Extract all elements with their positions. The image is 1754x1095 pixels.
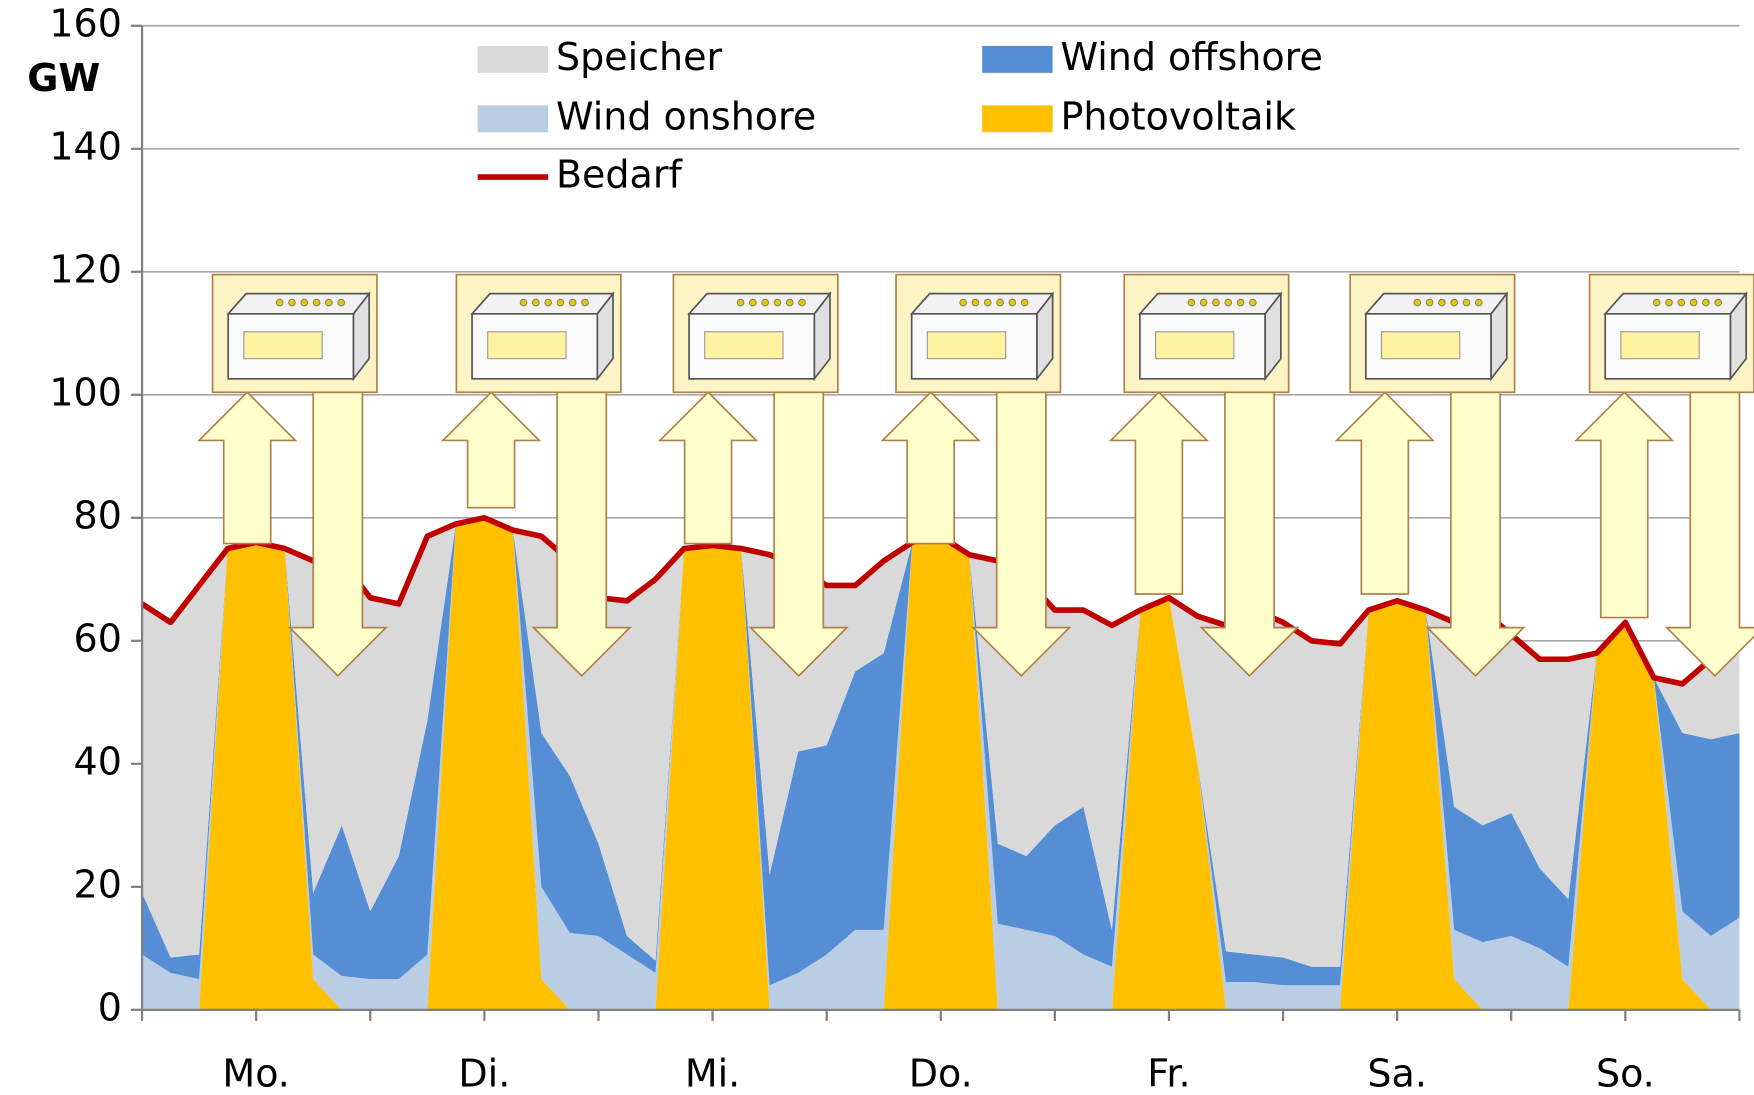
battery-cap (774, 299, 781, 306)
charge-arrow (1111, 392, 1207, 594)
discharge-arrow (290, 392, 386, 676)
x-tick-label: Do. (909, 1051, 973, 1095)
discharge-arrow (973, 392, 1069, 676)
battery-label (927, 332, 1005, 359)
battery-top (1140, 294, 1281, 314)
y-tick-label: 160 (49, 1, 122, 45)
y-tick-label: 140 (49, 124, 122, 168)
discharge-arrow (1201, 392, 1297, 676)
battery-cap (1426, 299, 1433, 306)
chart: GW 0 20 40 60 80 100 120 140 160 Mo. Di. Mi. Do. Fr. S… (0, 0, 1754, 1095)
battery-cap (520, 299, 527, 306)
battery-cap (1653, 299, 1660, 306)
discharge-arrow (1667, 392, 1754, 676)
battery-cap (762, 299, 769, 306)
battery-cap (301, 299, 308, 306)
battery-cap (1715, 299, 1722, 306)
charge-arrow (443, 392, 539, 507)
x-tick-label: Sa. (1367, 1051, 1427, 1095)
charge-arrow (199, 392, 295, 543)
battery-cap (532, 299, 539, 306)
battery-cap (737, 299, 744, 306)
battery-label (1381, 332, 1459, 359)
battery-cap (984, 299, 991, 306)
legend-swatch (478, 105, 548, 132)
charge-arrow (660, 392, 756, 543)
battery-cap (1009, 299, 1016, 306)
legend-label: Speicher (556, 35, 723, 79)
battery-cap (289, 299, 296, 306)
discharge-arrow (1427, 392, 1523, 676)
battery-cap (799, 299, 806, 306)
battery-cap (1213, 299, 1220, 306)
battery-label (1621, 332, 1699, 359)
battery-cap (960, 299, 967, 306)
battery-cap (1225, 299, 1232, 306)
battery-top (472, 294, 613, 314)
legend-swatch (478, 46, 548, 73)
legend-label: Bedarf (556, 153, 683, 197)
battery-cap (1250, 299, 1257, 306)
battery-top (1605, 294, 1746, 314)
battery-cap (1200, 299, 1207, 306)
battery-cap (997, 299, 1004, 306)
battery-illustration (1576, 275, 1754, 676)
x-tick-label: Fr. (1147, 1051, 1190, 1095)
discharge-arrow (534, 392, 630, 676)
battery-cap (1703, 299, 1710, 306)
battery-top (1366, 294, 1507, 314)
battery-cap (557, 299, 564, 306)
legend-swatch (982, 46, 1052, 73)
battery-cap (1690, 299, 1697, 306)
charge-arrow (1337, 392, 1433, 594)
y-tick-label: 20 (74, 862, 122, 906)
y-tick-label: 0 (98, 985, 122, 1029)
battery-cap (276, 299, 283, 306)
charge-arrow (1576, 392, 1672, 617)
y-tick-label: 80 (74, 493, 122, 537)
battery-cap (1439, 299, 1446, 306)
legend-swatch (982, 105, 1052, 132)
battery-label (1156, 332, 1234, 359)
battery-cap (1414, 299, 1421, 306)
battery-label (244, 332, 322, 359)
y-tick-label: 60 (74, 616, 122, 660)
battery-cap (1451, 299, 1458, 306)
battery-label (705, 332, 783, 359)
battery-cap (569, 299, 576, 306)
battery-cap (1666, 299, 1673, 306)
discharge-arrow (751, 392, 847, 676)
battery-cap (1021, 299, 1028, 306)
battery-cap (545, 299, 552, 306)
battery-cap (1678, 299, 1685, 306)
y-unit: GW (27, 56, 100, 100)
battery-label (488, 332, 566, 359)
battery-cap (1475, 299, 1482, 306)
y-tick-label: 100 (49, 370, 122, 414)
battery-cap (582, 299, 589, 306)
legend-label: Photovoltaik (1060, 94, 1296, 138)
battery-top (689, 294, 830, 314)
y-tick-label: 40 (74, 739, 122, 783)
battery-cap (786, 299, 793, 306)
x-tick-label: Di. (458, 1051, 510, 1095)
battery-cap (1188, 299, 1195, 306)
battery-cap (313, 299, 320, 306)
x-tick-label: Mi. (685, 1051, 740, 1095)
legend-label: Wind onshore (556, 94, 816, 138)
x-tick-label: So. (1596, 1051, 1655, 1095)
x-tick-label: Mo. (222, 1051, 289, 1095)
legend-label: Wind offshore (1060, 35, 1322, 79)
battery-cap (1463, 299, 1470, 306)
battery-top (912, 294, 1053, 314)
battery-cap (749, 299, 756, 306)
battery-cap (326, 299, 333, 306)
y-tick-label: 120 (49, 247, 122, 291)
battery-cap (1237, 299, 1244, 306)
battery-cap (972, 299, 979, 306)
charge-arrow (883, 392, 979, 543)
battery-cap (338, 299, 345, 306)
battery-top (228, 294, 369, 314)
